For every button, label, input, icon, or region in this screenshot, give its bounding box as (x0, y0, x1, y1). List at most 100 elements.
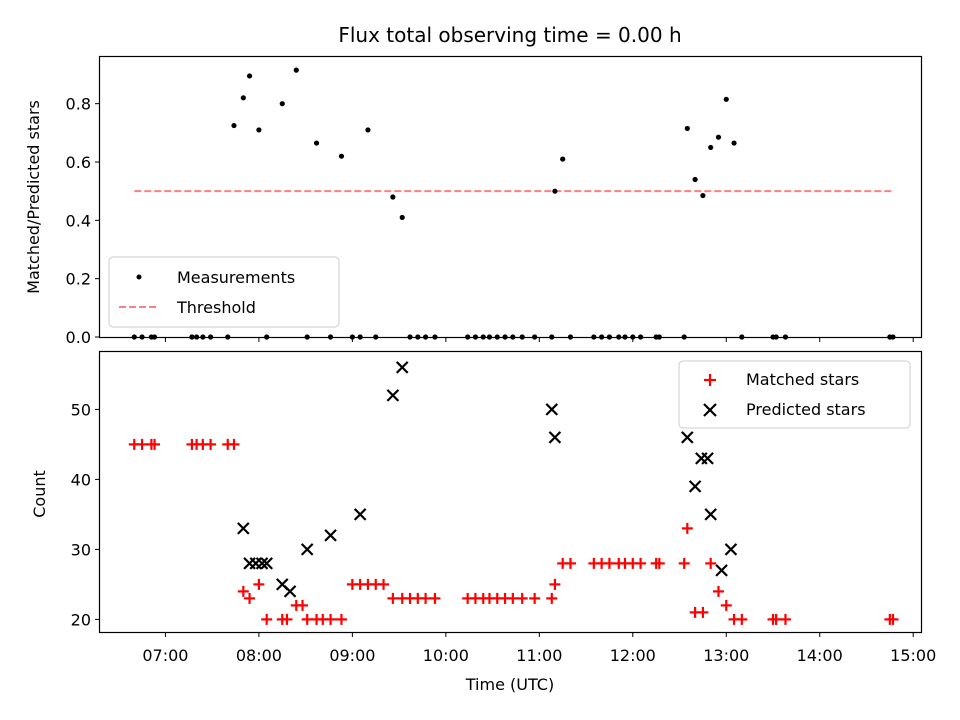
legend-threshold-label: Threshold (176, 298, 256, 317)
legend-measurements-label: Measurements (177, 268, 295, 287)
legend-measurements-marker (136, 274, 142, 280)
predicted-star-stroke (715, 564, 728, 577)
matched-star-point (712, 585, 724, 597)
measurement-point (338, 153, 345, 159)
ratio-y-axis-label: Matched/Predicted stars (24, 100, 43, 294)
matched-star-point (887, 613, 899, 625)
matched-star-point (297, 599, 309, 611)
ratio-plot-panel: Flux total observing time = 0.00 h 0.00.… (24, 23, 923, 347)
count-y-tick-label: 20 (71, 610, 91, 629)
predicted-star-point (545, 403, 559, 416)
count-legend-box (678, 360, 911, 429)
ratio-y-tick-label: 0.6 (66, 153, 91, 172)
predicted-star-stroke (701, 452, 714, 465)
matched-star-point (420, 592, 432, 604)
matched-star-point (770, 613, 782, 625)
matched-star-point (228, 438, 240, 450)
predicted-star-stroke (260, 557, 273, 570)
matched-star-point (325, 613, 337, 625)
predicted-star-point (300, 543, 314, 556)
matched-star-point (546, 592, 558, 604)
matched-star-point (635, 557, 647, 569)
predicted-star-stroke (353, 508, 367, 521)
matched-star-point (429, 592, 441, 604)
matched-star-point (261, 613, 273, 625)
matched-star-point (205, 438, 217, 450)
matched-star-point (697, 606, 709, 618)
x-tick-label: 09:00 (329, 646, 375, 665)
count-y-tick-label: 50 (71, 400, 91, 419)
predicted-star-point (395, 361, 409, 374)
legend-predicted-marker (703, 403, 717, 417)
matched-star-point (136, 438, 148, 450)
predicted-star-point (548, 431, 562, 444)
matched-star-point (253, 578, 265, 590)
measurement-point (231, 122, 237, 129)
measurement-point (560, 156, 566, 162)
measurement-point (723, 96, 729, 102)
measurement-point (731, 140, 737, 146)
chart-title: Flux total observing time = 0.00 h (338, 23, 681, 47)
ratio-y-tick-label: 0.2 (66, 270, 91, 289)
measurement-point (552, 188, 558, 194)
legend-matched-marker (704, 374, 716, 386)
matched-star-point (736, 613, 748, 625)
x-tick-label: 14:00 (797, 646, 843, 665)
predicted-star-point (283, 585, 297, 598)
legend-matched-label: Matched stars (746, 370, 859, 389)
measurement-point (390, 194, 396, 200)
predicted-star-point (324, 529, 337, 542)
predicted-star-stroke (688, 480, 702, 493)
measurement-point (279, 101, 285, 107)
matched-star-point (653, 557, 665, 569)
x-tick-label: 11:00 (516, 646, 562, 665)
ratio-y-tick-label: 0.4 (66, 211, 91, 230)
count-legend: Matched stars Predicted stars (678, 360, 911, 429)
measurement-point (708, 144, 714, 151)
matched-star-point (335, 613, 347, 625)
matched-star-point (705, 557, 717, 569)
measurement-point (313, 140, 320, 146)
predicted-star-stroke (724, 543, 738, 556)
predicted-star-stroke (275, 578, 289, 591)
x-tick-label: 07:00 (142, 646, 188, 665)
matched-star-point (237, 585, 249, 597)
predicted-star-point (681, 431, 694, 444)
predicted-star-stroke (545, 403, 559, 416)
measurement-point (246, 73, 253, 79)
count-plot-marks (128, 361, 899, 625)
measurement-point (399, 214, 405, 221)
x-tick-label: 10:00 (423, 646, 469, 665)
x-tick-label: 13:00 (703, 646, 749, 665)
predicted-star-stroke (324, 529, 337, 542)
predicted-star-point (237, 522, 250, 535)
predicted-star-stroke (548, 431, 562, 444)
matched-star-point (564, 557, 576, 569)
predicted-star-point (724, 543, 738, 556)
ratio-y-ticks: 0.0 0.2 0.4 0.6 0.8 (66, 95, 100, 347)
matched-star-point (678, 557, 690, 569)
count-y-axis-label: Count (30, 470, 49, 518)
count-y-tick-label: 40 (71, 470, 91, 489)
x-tick-label: 15:00 (890, 646, 936, 665)
count-plot-panel: 20 30 40 50 07:00 08:00 09:00 10:00 11:00 12:00 1… (30, 350, 936, 694)
predicted-star-point (255, 557, 269, 570)
predicted-star-point (386, 389, 400, 402)
x-tick-label: 08:00 (236, 646, 282, 665)
matched-star-point (516, 592, 528, 604)
matched-star-point (549, 578, 561, 590)
predicted-star-point (704, 508, 717, 521)
matched-star-point (507, 592, 519, 604)
measurement-point (684, 125, 690, 132)
predicted-star-stroke (681, 431, 694, 444)
measurement-point (365, 127, 371, 133)
ratio-y-tick-label: 0.8 (66, 95, 91, 114)
predicted-star-stroke (255, 557, 269, 570)
matched-star-point (603, 557, 615, 569)
matched-star-point (244, 592, 256, 604)
predicted-star-stroke (386, 389, 400, 402)
predicted-star-point (701, 452, 714, 465)
count-x-ticks: 07:00 08:00 09:00 10:00 11:00 12:00 13:00 14:00… (142, 632, 936, 665)
measurement-point (700, 192, 706, 199)
